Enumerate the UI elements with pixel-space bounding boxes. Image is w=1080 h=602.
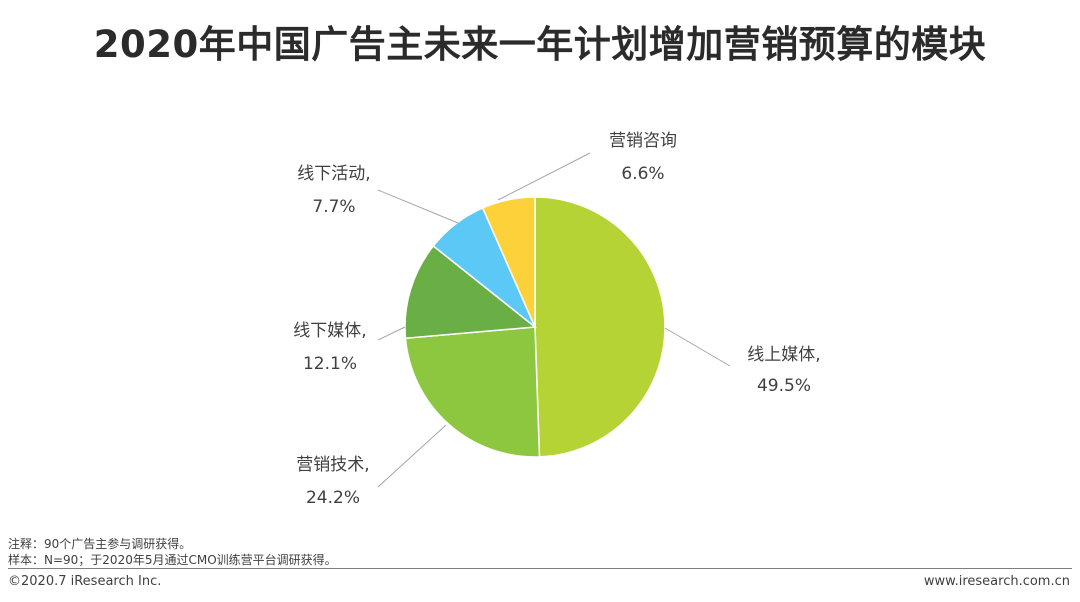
leader-line <box>497 152 591 201</box>
slice-label: 线下活动, <box>297 164 370 184</box>
slice-label: 线下媒体, <box>293 321 366 341</box>
leader-lines <box>377 152 731 488</box>
pie-slice <box>481 196 536 328</box>
chart-title: 2020年中国广告主未来一年计划增加营销预算的模块 <box>93 23 987 66</box>
pie-slice <box>534 196 666 458</box>
slice-labels: 线上媒体, 49.5% 营销技术, 24.2% 线下媒体, 12.1% 线下活动, 7.7% 营… <box>293 131 820 508</box>
leader-line <box>377 189 459 224</box>
pie-slice <box>404 244 537 340</box>
pie-slice <box>404 326 541 458</box>
slice-label: 营销技术, <box>296 455 369 475</box>
sample-text: 样本：N=90；于2020年5月通过CMO训练营平台调研获得。 <box>8 553 337 567</box>
leader-line <box>664 327 731 367</box>
website-link: www.iresearch.com.cn <box>923 574 1070 589</box>
slice-value-label: 49.5% <box>757 376 811 396</box>
footer-divider <box>8 568 1072 569</box>
slice-value-label: 7.7% <box>312 197 355 217</box>
slice-value-label: 24.2% <box>306 488 360 508</box>
note-text: 注释：90个广告主参与调研获得。 <box>8 537 192 551</box>
copyright-text: ©2020.7 iResearch Inc. <box>8 574 162 589</box>
leader-line <box>377 326 406 341</box>
slice-label: 线上媒体, <box>747 345 820 365</box>
slice-value-label: 12.1% <box>303 354 357 374</box>
slice-label: 营销咨询 <box>609 131 677 151</box>
slice-value-label: 6.6% <box>621 164 664 184</box>
leader-line <box>377 424 447 488</box>
pie-slices <box>404 196 666 458</box>
